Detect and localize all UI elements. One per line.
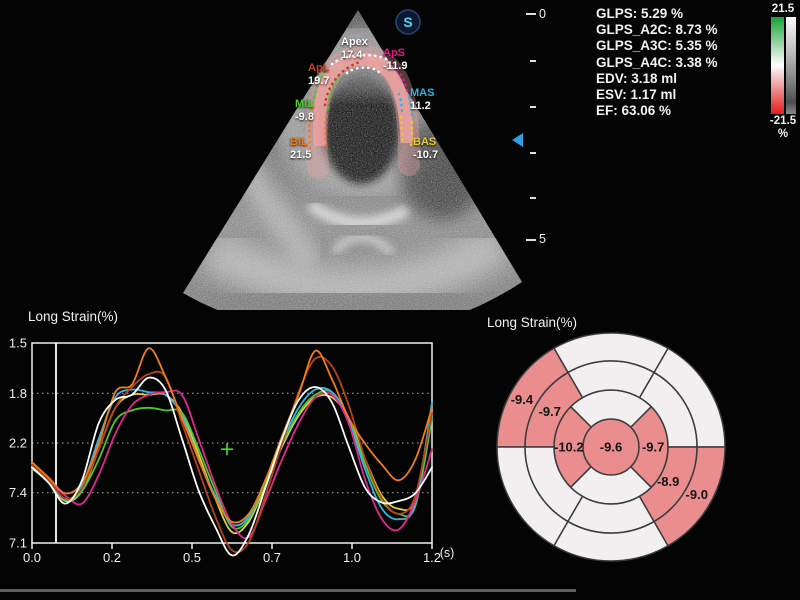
y-tick-label: 1.8 xyxy=(9,386,27,401)
depth-tick xyxy=(526,239,536,241)
trace-dots-Apex xyxy=(330,53,388,66)
y-tick-label: 2.2 xyxy=(9,436,27,451)
vendor-logo: S xyxy=(395,9,421,35)
trace-dots-BIL xyxy=(324,110,329,147)
depth-tick xyxy=(530,60,536,62)
strain-series-MIL xyxy=(31,389,433,530)
bullseye-value: -9.7 xyxy=(642,440,664,455)
colorbar-bars xyxy=(766,17,800,114)
strain-chart-title: Long Strain(%) xyxy=(28,309,118,324)
ultrasound-image: S xyxy=(183,9,522,310)
depth-tick xyxy=(526,13,536,15)
measurement-line: EDV: 3.18 ml xyxy=(596,70,678,86)
segment-peak-value: 17.4 xyxy=(341,48,363,61)
colorbar-max-label: 21.5 xyxy=(771,3,795,15)
y-tick-label: 7.1 xyxy=(9,536,27,551)
segment-label-MAS: MAS 11.2 xyxy=(410,87,434,112)
measurement-line: ESV: 1.17 ml xyxy=(596,87,677,103)
bottom-divider-line xyxy=(0,589,576,592)
x-tick-label: 0.0 xyxy=(23,550,41,565)
colorbar-gray-gradient xyxy=(785,17,796,114)
bullseye-value: -10.2 xyxy=(554,440,584,455)
trace-dots-BAS xyxy=(409,120,414,148)
segment-label-ApL: ApL 19.7 xyxy=(308,62,329,87)
x-tick-label: 1.0 xyxy=(343,550,361,565)
segment-label-Apex: Apex 17.4 xyxy=(341,36,368,61)
bullseye-value: -9.0 xyxy=(686,487,708,502)
segment-peak-value: 19.7 xyxy=(308,74,330,87)
strain-series-Apex xyxy=(31,376,433,557)
trace-dots-MIL xyxy=(326,74,341,110)
trace-dots-BIL xyxy=(308,105,314,150)
segment-name: MIL xyxy=(295,98,314,110)
bullseye-value: -9.4 xyxy=(511,392,534,407)
y-tick-label: 1.5 xyxy=(9,336,27,351)
segment-label-BIL: BIL 21.5 xyxy=(290,136,311,161)
trace-dots-MAS xyxy=(407,96,414,121)
colorbar-strain-gradient xyxy=(770,17,784,114)
bullseye-value: -9.7 xyxy=(539,404,561,419)
x-tick-label: 0.5 xyxy=(183,550,201,565)
strain-roi-trace xyxy=(305,45,421,179)
segment-name: BAS xyxy=(413,136,437,148)
segment-name: ApL xyxy=(308,62,330,74)
segment-label-BAS: BAS -10.7 xyxy=(413,136,438,161)
bullseye-plot: Long Strain(%) -10.2 -9.7 -9.7 -8.9 -9.4 -9.0 -… xyxy=(487,315,726,562)
trace-dots-MIL xyxy=(311,67,329,105)
trace-dots-Apex xyxy=(345,66,381,75)
x-axis-unit: (s) xyxy=(440,546,455,560)
bullseye-value: -9.6 xyxy=(600,440,622,455)
segment-name: Apex xyxy=(341,36,368,48)
segment-peak-value: -10.7 xyxy=(413,148,439,161)
depth-tick xyxy=(530,106,536,108)
segment-peak-value: 11.2 xyxy=(410,99,431,112)
depth-label-top: 0 xyxy=(539,7,546,21)
trace-dots-MAS xyxy=(397,92,404,115)
x-tick-label: 0.7 xyxy=(263,550,281,565)
bullseye-segment-basal xyxy=(653,446,726,547)
plot-frame xyxy=(31,342,433,544)
trace-dots-BAS xyxy=(399,115,404,145)
x-tick-label: 1.2 xyxy=(423,550,441,565)
measurement-line: GLPS_A2C: 8.73 % xyxy=(596,22,718,38)
bullseye-value: -8.9 xyxy=(657,474,679,489)
strain-series-BIL xyxy=(31,347,433,524)
measurement-line: GLPS: 5.29 % xyxy=(596,6,684,21)
segment-peak-value: -11.9 xyxy=(383,59,408,72)
strain-series-ApL xyxy=(31,355,433,554)
trace-dots-ApL xyxy=(323,60,362,107)
segment-label-ApS: ApS -11.9 xyxy=(383,47,407,72)
x-tick-label: 0.2 xyxy=(103,550,121,565)
measurements-panel: GLPS: 5.29 % GLPS_A2C: 8.73 % GLPS_A3C: 5.… xyxy=(596,6,718,119)
segment-label-MIL: MIL -9.8 xyxy=(295,98,314,123)
strain-colorbar: 21.5 -21.5 % xyxy=(766,3,800,141)
measurement-line: GLPS_A4C: 3.38 % xyxy=(596,54,718,70)
measurement-line: GLPS_A3C: 5.35 % xyxy=(596,38,718,54)
y-tick-label: 7.4 xyxy=(9,485,27,500)
depth-tick xyxy=(530,152,536,154)
strain-curve-chart: Long Strain(%)1.5 1.8 2.2 7.4 7.10.0 0.2 0.5 0.… xyxy=(9,309,455,565)
segment-peak-value: -9.8 xyxy=(295,110,314,123)
bullseye-title: Long Strain(%) xyxy=(487,315,577,330)
colorbar-unit-label: % xyxy=(777,128,789,140)
segment-name: BIL xyxy=(290,136,308,148)
depth-label-bottom: 5 xyxy=(539,232,546,246)
focus-marker-arrow[interactable] xyxy=(512,133,523,147)
bullseye-center xyxy=(582,418,640,476)
segment-peak-value: 21.5 xyxy=(290,148,312,161)
segment-name: MAS xyxy=(410,87,435,99)
measurement-line: EF: 63.06 % xyxy=(596,103,672,119)
segment-name: ApS xyxy=(383,47,405,59)
depth-tick xyxy=(530,197,536,199)
strain-series-MAS xyxy=(31,387,433,527)
strain-series-ApS xyxy=(31,389,433,540)
colorbar-min-label: -21.5 xyxy=(769,115,797,127)
vendor-logo-letter: S xyxy=(403,14,412,30)
